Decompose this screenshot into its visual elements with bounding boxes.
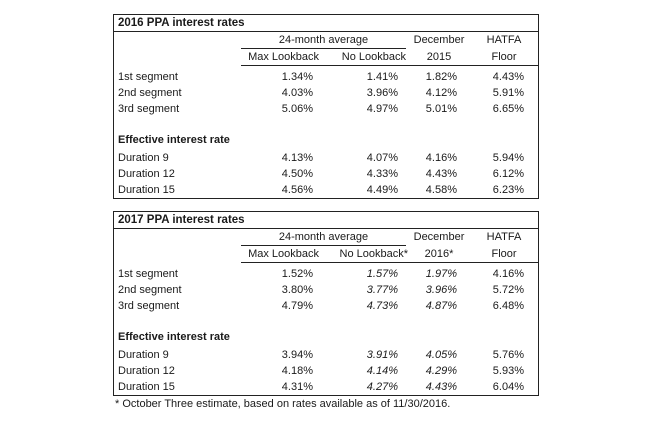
divider (241, 245, 406, 246)
cell-no: 4.73% (366, 300, 398, 312)
divider (114, 31, 538, 32)
cell-max: 4.79% (281, 300, 313, 312)
cell-max: 3.80% (281, 284, 313, 296)
cell-hatfa: 6.04% (492, 381, 524, 393)
cell-max: 4.03% (281, 87, 313, 99)
cell-dec: 4.05% (425, 349, 457, 361)
table-title: 2016 PPA interest rates (118, 17, 245, 29)
section-header: Effective interest rate (118, 134, 230, 146)
col-header-dec-1: December (413, 34, 465, 46)
row-label: Duration 9 (118, 349, 169, 361)
avg-header: 24-month average (278, 231, 369, 243)
cell-max: 3.94% (281, 349, 313, 361)
row-label: Duration 9 (118, 152, 169, 164)
cell-dec: 4.43% (425, 168, 457, 180)
cell-max: 1.34% (281, 71, 313, 83)
cell-dec: 4.43% (425, 381, 457, 393)
row-label: 1st segment (118, 268, 178, 280)
cell-dec: 4.16% (425, 152, 457, 164)
cell-no: 4.33% (366, 168, 398, 180)
cell-max: 5.06% (281, 103, 313, 115)
cell-max: 4.56% (281, 184, 313, 196)
col-header-hatfa-1: HATFA (486, 231, 522, 243)
cell-hatfa: 5.94% (492, 152, 524, 164)
col-header-dec-2: 2015 (426, 51, 452, 63)
row-label: 1st segment (118, 71, 178, 83)
table-2016: 2016 PPA interest rates 24-month average… (113, 14, 539, 199)
cell-dec: 1.82% (425, 71, 457, 83)
cell-no: 4.27% (366, 381, 398, 393)
cell-hatfa: 6.23% (492, 184, 524, 196)
row-label: 3rd segment (118, 300, 180, 312)
row-label: Duration 15 (118, 184, 175, 196)
cell-no: 3.96% (366, 87, 398, 99)
col-header-no: No Lookback* (339, 248, 409, 260)
divider (241, 48, 406, 49)
cell-max: 4.31% (281, 381, 313, 393)
cell-no: 3.77% (366, 284, 398, 296)
cell-max: 4.50% (281, 168, 313, 180)
divider (114, 228, 538, 229)
cell-hatfa: 5.93% (492, 365, 524, 377)
cell-hatfa: 5.91% (492, 87, 524, 99)
cell-hatfa: 5.76% (492, 349, 524, 361)
col-header-dec-2: 2016* (424, 248, 454, 260)
section-header: Effective interest rate (118, 331, 230, 343)
cell-no: 1.41% (366, 71, 398, 83)
row-label: 2nd segment (118, 87, 182, 99)
cell-hatfa: 4.16% (492, 268, 524, 280)
cell-no: 4.49% (366, 184, 398, 196)
row-label: Duration 12 (118, 365, 175, 377)
col-header-no: No Lookback (341, 51, 406, 63)
footnote: * October Three estimate, based on rates… (115, 398, 451, 410)
cell-hatfa: 6.48% (492, 300, 524, 312)
cell-no: 4.07% (366, 152, 398, 164)
cell-no: 1.57% (366, 268, 398, 280)
cell-dec: 5.01% (425, 103, 457, 115)
row-label: 3rd segment (118, 103, 180, 115)
divider (241, 262, 538, 263)
cell-no: 4.97% (366, 103, 398, 115)
col-header-max: Max Lookback (248, 51, 319, 63)
cell-dec: 3.96% (425, 284, 457, 296)
cell-dec: 4.29% (425, 365, 457, 377)
col-header-dec-1: December (413, 231, 465, 243)
cell-hatfa: 6.12% (492, 168, 524, 180)
cell-dec: 4.58% (425, 184, 457, 196)
row-label: Duration 12 (118, 168, 175, 180)
divider (241, 65, 538, 66)
col-header-hatfa-2: Floor (491, 51, 517, 63)
col-header-max: Max Lookback (248, 248, 319, 260)
cell-dec: 4.12% (425, 87, 457, 99)
cell-hatfa: 6.65% (492, 103, 524, 115)
avg-header: 24-month average (278, 34, 369, 46)
cell-hatfa: 5.72% (492, 284, 524, 296)
cell-max: 4.18% (281, 365, 313, 377)
table-2017: 2017 PPA interest rates 24-month average… (113, 211, 539, 396)
col-header-hatfa-2: Floor (491, 248, 517, 260)
col-header-hatfa-1: HATFA (486, 34, 522, 46)
row-label: Duration 15 (118, 381, 175, 393)
cell-no: 4.14% (366, 365, 398, 377)
cell-no: 3.91% (366, 349, 398, 361)
cell-hatfa: 4.43% (492, 71, 524, 83)
table-title: 2017 PPA interest rates (118, 214, 245, 226)
cell-dec: 4.87% (425, 300, 457, 312)
cell-dec: 1.97% (425, 268, 457, 280)
cell-max: 1.52% (281, 268, 313, 280)
cell-max: 4.13% (281, 152, 313, 164)
row-label: 2nd segment (118, 284, 182, 296)
